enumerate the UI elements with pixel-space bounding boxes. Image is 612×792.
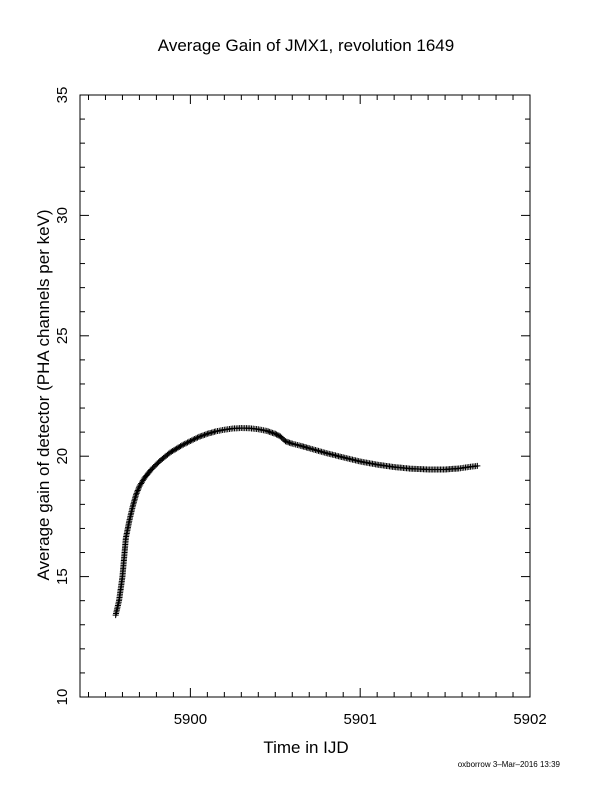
- x-tick-label: 5901: [344, 711, 377, 728]
- data-point: [190, 436, 197, 443]
- y-tick-label: 25: [54, 327, 71, 344]
- x-tick-label: 5902: [513, 711, 546, 728]
- data-point: [272, 430, 279, 437]
- data-point: [183, 440, 190, 447]
- data-point: [193, 435, 200, 442]
- chart-title: Average Gain of JMX1, revolution 1649: [157, 36, 455, 55]
- data-point: [194, 434, 201, 441]
- plot-frame: [79, 94, 531, 698]
- data-point: [474, 462, 481, 469]
- data-point: [187, 438, 194, 445]
- y-tick-label: 35: [54, 87, 71, 104]
- x-tick-label: 5900: [174, 711, 207, 728]
- y-tick-label: 10: [54, 689, 71, 706]
- data-point: [198, 432, 205, 439]
- x-axis-label: Time in IJD: [263, 738, 349, 757]
- y-tick-label: 30: [54, 207, 71, 224]
- data-point: [185, 438, 192, 445]
- data-point: [202, 431, 209, 438]
- data-point: [184, 439, 191, 446]
- data-point: [133, 490, 140, 497]
- data-point: [188, 437, 195, 444]
- data-point: [180, 441, 187, 448]
- data-point: [178, 442, 185, 449]
- data-point: [195, 433, 202, 440]
- data-point: [274, 432, 281, 439]
- data-point: [135, 484, 142, 491]
- data-point: [134, 487, 141, 494]
- data-point: [181, 440, 188, 447]
- y-tick-label: 15: [54, 568, 71, 585]
- data-point: [135, 486, 142, 493]
- data-point: [201, 431, 208, 438]
- y-tick-label: 20: [54, 448, 71, 465]
- author-timestamp: oxborrow 3–Mar–2016 13:39: [457, 760, 560, 769]
- data-point: [197, 433, 204, 440]
- data-point: [200, 432, 207, 439]
- data-point: [273, 431, 280, 438]
- data-point: [133, 491, 140, 498]
- data-point: [191, 435, 198, 442]
- data-point: [134, 488, 141, 495]
